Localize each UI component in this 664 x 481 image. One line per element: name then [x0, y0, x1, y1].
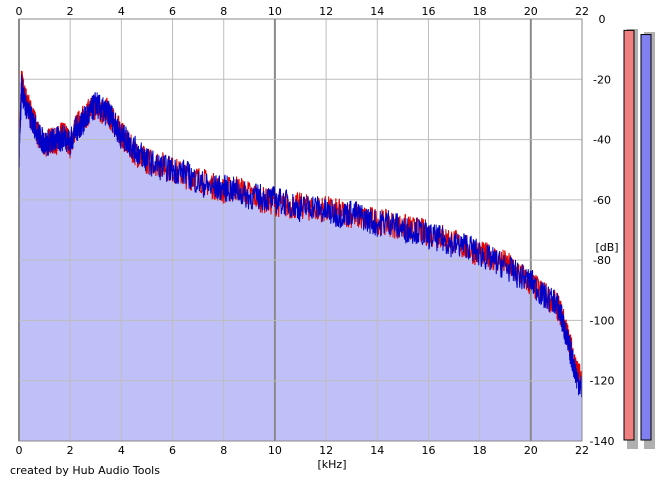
series-line-right-channel	[18, 74, 583, 398]
y-tick-label: -140	[590, 435, 615, 448]
x-tick-labels-bottom: 0 2 4 6 8 10 12 14 16 18 20 22	[16, 444, 590, 457]
credit-text: created by Hub Audio Tools	[10, 464, 160, 477]
left-channel-level-meter	[623, 29, 635, 441]
x-tick-label-bottom: 2	[67, 444, 74, 457]
y-tick-label: -80	[593, 254, 611, 267]
x-tick-label-top: 18	[473, 5, 487, 18]
x-tick-label-bottom: 0	[16, 444, 23, 457]
x-tick-label-bottom: 12	[319, 444, 333, 457]
x-tick-label-top: 4	[118, 5, 125, 18]
x-tick-label-bottom: 16	[421, 444, 435, 457]
y-tick-label: -120	[590, 375, 615, 388]
x-tick-label-top: 20	[524, 5, 538, 18]
y-tick-label: 0	[599, 13, 606, 26]
y-tick-label: -100	[590, 314, 615, 327]
x-tick-label-bottom: 18	[473, 444, 487, 457]
level-meters	[623, 29, 655, 449]
x-tick-label-bottom: 22	[575, 444, 589, 457]
x-tick-label-top: 2	[67, 5, 74, 18]
x-tick-label-top: 16	[421, 5, 435, 18]
right-channel-level-meter	[640, 34, 652, 441]
y-axis-label: [dB]	[595, 241, 618, 254]
x-tick-label-bottom: 4	[118, 444, 125, 457]
x-tick-label-top: 14	[370, 5, 384, 18]
y-tick-label: -40	[593, 134, 611, 147]
x-tick-label-bottom: 14	[370, 444, 384, 457]
x-tick-label-top: 10	[268, 5, 282, 18]
x-tick-label-top: 12	[319, 5, 333, 18]
y-tick-labels: 0 -20 -40 -60 -80 -100 -120 -140	[590, 13, 615, 448]
x-tick-label-top: 6	[169, 5, 176, 18]
x-tick-label-bottom: 6	[169, 444, 176, 457]
x-tick-label-top: 22	[575, 5, 589, 18]
x-axis-label: [kHz]	[318, 458, 347, 471]
x-tick-label-top: 8	[220, 5, 227, 18]
x-tick-label-top: 0	[16, 5, 23, 18]
x-tick-label-bottom: 8	[220, 444, 227, 457]
y-tick-label: -20	[593, 73, 611, 86]
x-tick-label-bottom: 20	[524, 444, 538, 457]
x-tick-label-bottom: 10	[268, 444, 282, 457]
x-tick-labels-top: 0 2 4 6 8 10 12 14 16 18 20 22	[16, 5, 590, 18]
plot-area	[18, 18, 583, 442]
y-tick-label: -60	[593, 194, 611, 207]
plot-frame	[18, 18, 583, 442]
